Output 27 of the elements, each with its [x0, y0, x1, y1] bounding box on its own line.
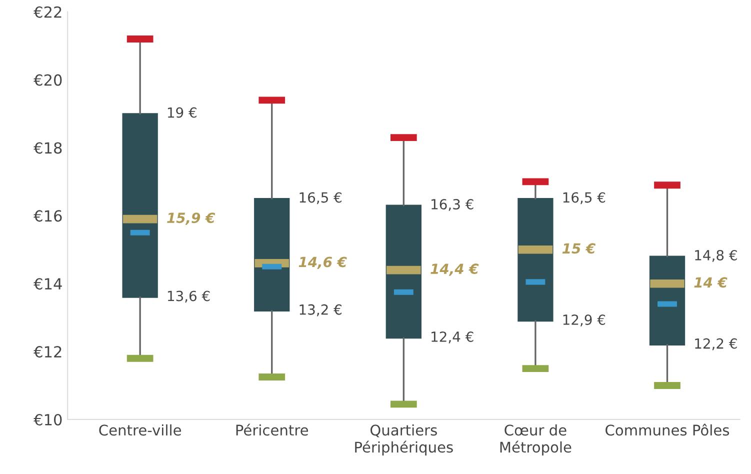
- annotation: 15 €: [562, 243, 596, 254]
- annotation: 12,4 €: [432, 331, 474, 344]
- annotation: 14,8 €: [695, 250, 737, 262]
- x-tick-label: Cœur de Métropole: [500, 424, 572, 456]
- annotation: 13,6 €: [168, 290, 210, 303]
- annotation: 13,2 €: [300, 304, 342, 316]
- annotation: 16,5 €: [563, 192, 606, 204]
- x-tick-label: Quartiers Périphériques: [355, 424, 453, 456]
- y-tick-label: €12: [34, 346, 62, 358]
- annotation: 16,5 €: [300, 192, 342, 204]
- annotation: 12,2 €: [695, 338, 737, 350]
- y-tick-label: €10: [34, 414, 62, 426]
- y-tick-label: €14: [34, 278, 62, 290]
- annotation: 19 €: [168, 107, 196, 118]
- x-tick-label: Péricentre: [236, 424, 308, 436]
- y-tick-label: €22: [34, 6, 62, 18]
- annotation: 14,6 €: [298, 256, 347, 270]
- annotation: 14 €: [694, 277, 728, 288]
- annotation: 16,3 €: [432, 199, 474, 211]
- y-tick-label: €16: [34, 210, 62, 222]
- annotation: 14,4 €: [430, 264, 479, 276]
- x-tick-label: Centre-ville: [99, 424, 181, 436]
- x-tick-label: Communes Pôles: [606, 424, 730, 436]
- y-tick-label: €18: [34, 142, 62, 154]
- annotation: 12,9 €: [563, 314, 606, 326]
- y-tick-label: €20: [34, 74, 62, 86]
- annotation: 15,9 €: [167, 212, 216, 225]
